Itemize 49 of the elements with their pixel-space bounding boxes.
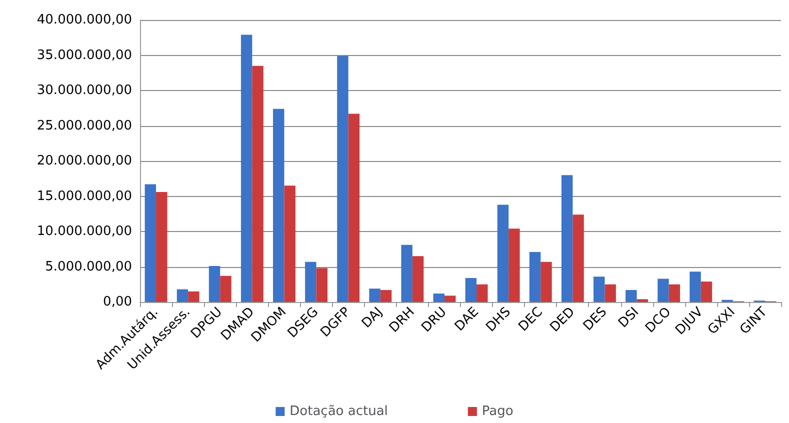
bar [668, 284, 680, 302]
bar [497, 204, 509, 302]
bar [444, 296, 456, 302]
bar [700, 282, 712, 302]
bar [220, 276, 232, 302]
bar [636, 299, 648, 302]
legend-label: Pago [482, 404, 514, 419]
bar [176, 289, 188, 302]
bar [594, 276, 605, 302]
bar [433, 294, 444, 302]
y-tick-label: 15.000.000,00 [36, 188, 132, 204]
bar [658, 278, 669, 302]
bar [252, 66, 264, 302]
bar [348, 114, 360, 302]
bar [572, 214, 584, 302]
bar [369, 288, 380, 302]
bar [529, 252, 541, 302]
x-tick-label: DAJ [359, 304, 386, 332]
bar [604, 284, 616, 302]
bar [273, 108, 284, 302]
bar [540, 262, 552, 302]
bar [476, 284, 488, 302]
y-tick-label: 25.000.000,00 [36, 118, 132, 134]
bar [380, 290, 392, 302]
legend-label: Dotação actual [290, 404, 388, 419]
bar [465, 278, 477, 302]
bar [240, 34, 252, 302]
y-tick-label: 40.000.000,00 [36, 12, 132, 28]
bar [401, 244, 412, 302]
y-tick-label: 35.000.000,00 [36, 48, 132, 63]
bar [412, 256, 424, 302]
y-tick-label: 10.000.000,00 [36, 224, 132, 239]
y-tick-label: 5.000.000,00 [45, 259, 132, 274]
bar [144, 184, 156, 302]
bar [188, 291, 200, 302]
bar [284, 186, 296, 302]
y-tick-label: 0,00 [103, 294, 132, 310]
bar [156, 192, 168, 302]
y-tick-label: 30.000.000,00 [36, 83, 132, 98]
bar [337, 56, 348, 302]
bar [508, 228, 520, 302]
bar [316, 268, 328, 302]
bar [690, 272, 701, 302]
bar [561, 175, 573, 302]
y-tick-label: 20.000.000,00 [36, 154, 132, 168]
bar [305, 262, 316, 302]
bar [626, 290, 637, 302]
x-tick-label: DSI [616, 304, 642, 331]
bar [208, 266, 220, 302]
